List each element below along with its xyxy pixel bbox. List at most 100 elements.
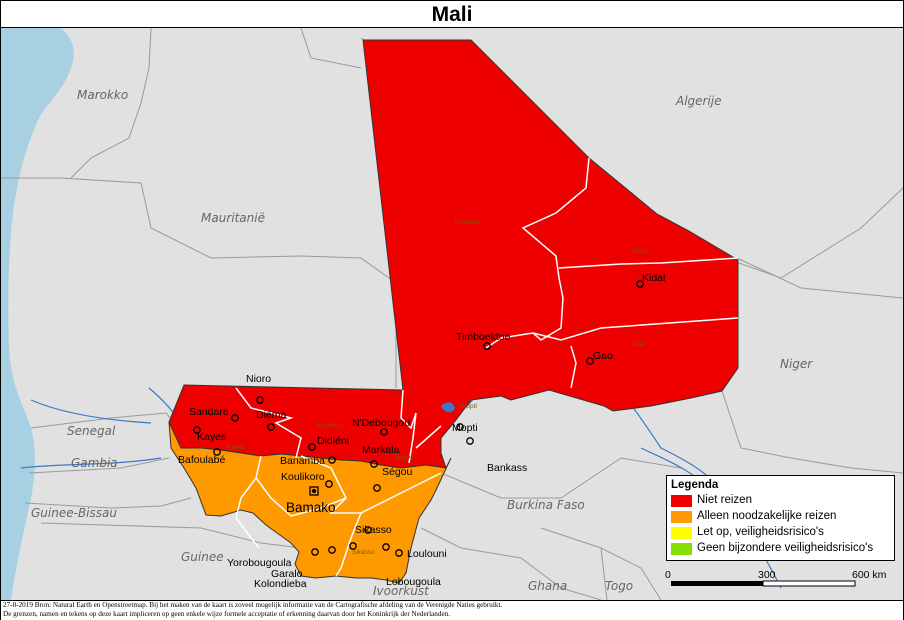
city-marker-ndebougou — [380, 428, 388, 436]
capital-marker-bamako — [309, 486, 319, 496]
legend-label-green: Geen bijzondere veiligheidsrisico's — [697, 542, 874, 554]
city-marker-bafoulabe — [213, 448, 221, 456]
city-label-yorobougoula: Yorobougoula — [227, 557, 292, 569]
map-canvas[interactable]: Marokko Algerije Mauritanië Niger Senega… — [1, 28, 903, 600]
city-marker-markala — [370, 460, 378, 468]
region-label-kidal: Kidal — [633, 248, 648, 255]
region-label-timbuktu: Timbuktu — [453, 219, 480, 226]
city-label-ndebougou: N'Debougou — [352, 417, 410, 429]
country-label-algeria: Algerije — [675, 94, 722, 108]
country-label-guinea-bissau: Guinee-Bissau — [31, 506, 117, 520]
country-label-morocco: Marokko — [77, 88, 128, 102]
legend-label-red: Niet reizen — [697, 494, 752, 506]
city-label-mopti: Mopti — [452, 422, 478, 434]
legend-swatch-red — [671, 495, 692, 507]
city-markers — [193, 280, 644, 557]
city-marker-mopti — [456, 423, 464, 431]
city-label-sandare: Sandare — [189, 406, 229, 418]
city-label-markala: Markala — [362, 444, 400, 456]
city-marker-kidal — [636, 280, 644, 288]
city-marker-loulouni — [395, 549, 403, 557]
city-label-gao: Gao — [593, 350, 613, 362]
legend-item-green: Geen bijzondere veiligheidsrisico's — [671, 541, 894, 557]
city-marker-bankass — [466, 437, 474, 445]
country-label-guinea: Guinee — [181, 550, 224, 564]
city-marker-garalo — [328, 546, 336, 554]
scale-bar: 0 300 600 km — [665, 569, 887, 587]
city-label-koulikoro: Koulikoro — [281, 471, 325, 483]
country-label-senegal: Senegal — [67, 424, 116, 438]
city-label-bankass: Bankass — [487, 462, 527, 474]
legend-swatch-green — [671, 543, 692, 555]
country-label-burkina-faso: Burkina Faso — [507, 498, 585, 512]
city-label-nioro: Nioro — [246, 373, 271, 385]
region-label-sikasso: Sikasso — [352, 549, 375, 556]
mali-orange-zone[interactable] — [168, 421, 452, 584]
legend-item-red: Niet reizen — [671, 493, 894, 509]
legend-item-orange: Alleen noodzakelijke reizen — [671, 509, 894, 525]
scale-label-mid: 300 — [758, 569, 776, 581]
footer-line-1: 27-8-2019 Bron: Natural Earth en Openstr… — [3, 601, 503, 609]
country-label-ivory-coast: Ivoorkust — [373, 584, 430, 598]
city-label-loulouni: Loulouni — [407, 548, 447, 560]
scale-bar-segment-2 — [762, 580, 856, 587]
city-label-bamako: Bamako — [286, 500, 336, 515]
country-label-niger: Niger — [780, 357, 813, 371]
scale-bar-segment-1 — [671, 581, 763, 586]
title-bar: Mali — [1, 1, 903, 28]
legend: Legenda Niet reizen Alleen noodzakelijke… — [666, 475, 895, 561]
map-title: Mali — [431, 3, 473, 26]
footer-credits: 27-8-2019 Bron: Natural Earth en Openstr… — [1, 600, 903, 620]
region-borders — [235, 157, 739, 577]
country-labels: Marokko Algerije Mauritanië Niger Senega… — [31, 88, 813, 598]
city-marker-koulikoro — [325, 480, 333, 488]
city-label-segou: Ségou — [382, 466, 413, 478]
city-label-kidal: Kidal — [642, 272, 665, 284]
city-marker-kayes — [193, 426, 201, 434]
city-marker-gao — [586, 357, 594, 365]
city-label-banamba: Banamba — [280, 455, 325, 467]
country-label-gambia: Gambia — [71, 456, 118, 470]
region-label-kayes: Kayes — [227, 444, 246, 451]
city-marker-sandare — [231, 414, 239, 422]
city-marker-nioro — [256, 396, 264, 404]
legend-swatch-orange — [671, 511, 692, 523]
city-label-diema: Diéma — [256, 409, 287, 421]
lake — [441, 402, 455, 413]
footer-line-2: De grenzen, namen en tekens op deze kaar… — [3, 610, 451, 618]
city-label-kolondieba: Kolondieba — [254, 578, 307, 590]
city-label-sikasso: Sikasso — [355, 524, 392, 536]
city-marker-kolondieba — [349, 542, 357, 550]
city-label-didieni: Didiéni — [317, 435, 349, 447]
legend-label-yellow: Let op, veiligheidsrisico's — [697, 526, 824, 538]
scale-label-end: 600 km — [852, 569, 887, 581]
country-label-togo: Togo — [605, 579, 633, 593]
region-label-koulikoro: Koulikoro — [317, 422, 344, 429]
country-label-mauritania: Mauritanië — [201, 211, 265, 225]
country-label-ghana: Ghana — [528, 579, 567, 593]
city-marker-segou — [373, 484, 381, 492]
city-marker-didieni — [308, 443, 316, 451]
city-label-garalo: Garalo — [271, 568, 303, 580]
capital-marker-dot — [311, 488, 317, 494]
region-labels: Timbuktu Kidal Gao Mopti Koulikoro Kayes… — [227, 219, 648, 556]
scale-label-start: 0 — [665, 569, 671, 581]
city-labels: Nioro Sandare Diéma Kayes Bafoulabé Didi… — [178, 272, 665, 590]
city-label-lobougoula: Lobougoula — [386, 576, 441, 588]
legend-item-yellow: Let op, veiligheidsrisico's — [671, 525, 894, 541]
city-marker-timboektoe — [483, 342, 491, 350]
city-marker-banamba — [328, 456, 336, 464]
city-marker-yorobougoula — [311, 548, 319, 556]
legend-title: Legenda — [671, 479, 719, 491]
city-marker-diema — [267, 423, 275, 431]
city-label-timboektoe: Timboektoe — [456, 331, 511, 343]
legend-label-orange: Alleen noodzakelijke reizen — [697, 510, 837, 522]
region-label-segou: Ségou — [395, 454, 414, 461]
city-marker-lobougoula — [382, 543, 390, 551]
city-label-bafoulabe: Bafoulabé — [178, 454, 225, 466]
region-label-gao: Gao — [633, 341, 646, 348]
region-label-mopti: Mopti — [461, 403, 477, 410]
city-marker-sikasso — [364, 526, 372, 534]
atlantic-ocean — [1, 28, 74, 600]
